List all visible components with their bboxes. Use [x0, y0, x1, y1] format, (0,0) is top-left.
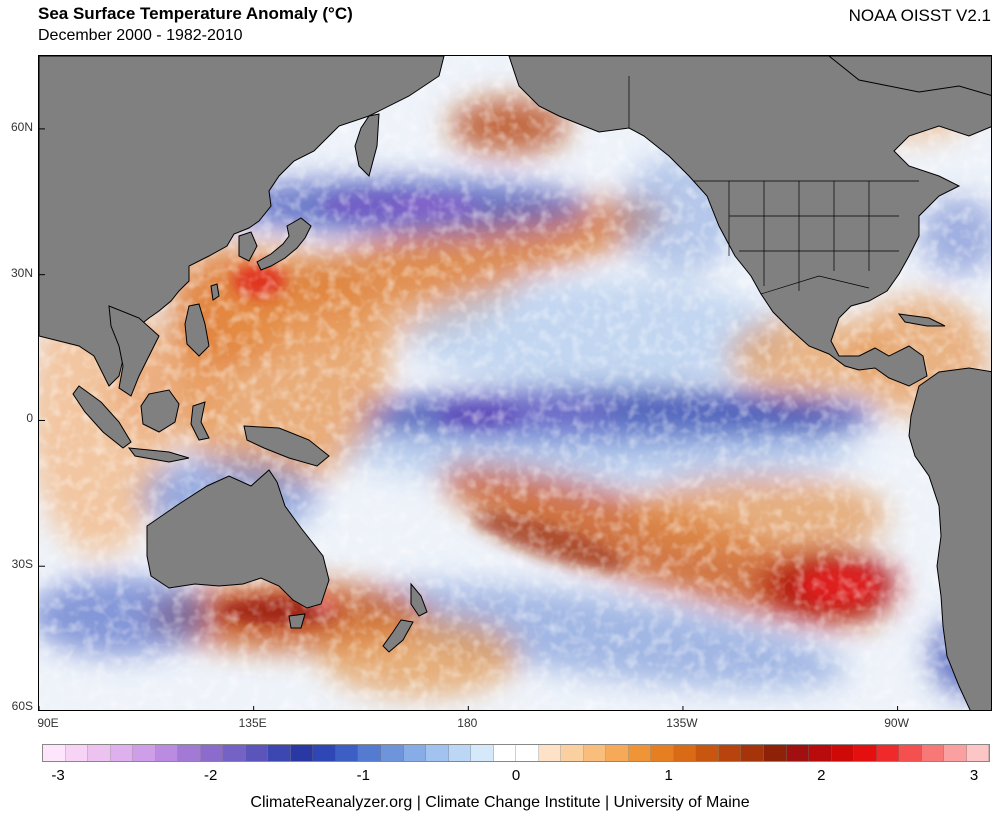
indochina-landmass — [108, 305, 160, 397]
colorbar-segment — [178, 745, 201, 761]
tasmania-landmass — [288, 613, 306, 629]
colorbar-segment — [133, 745, 156, 761]
colorbar-segment — [403, 745, 427, 761]
longitude-label-90e: 90E — [37, 716, 59, 730]
latitude-label-60s: 60S — [11, 699, 33, 713]
colorbar-segment — [223, 745, 246, 761]
colorbar-segment — [516, 745, 539, 761]
colorbar-segment — [155, 745, 179, 761]
colorbar-label: 0 — [511, 767, 521, 784]
colorbar-segment — [65, 745, 89, 761]
arctic-islands-landmass — [828, 56, 991, 96]
colorbar-segment — [88, 745, 111, 761]
japan-landmass — [256, 217, 312, 271]
colorbar-segment — [764, 745, 787, 761]
taiwan-landmass — [210, 283, 220, 301]
colorbar-segment — [448, 745, 472, 761]
colorbar-segment — [335, 745, 359, 761]
colorbar-segment — [899, 745, 922, 761]
map-subtitle: December 2000 - 1982-2010 — [38, 27, 243, 44]
colorbar-segment — [628, 745, 652, 761]
kamchatka-landmass — [354, 113, 380, 177]
colorbar-segment — [538, 745, 562, 761]
colorbar-segment — [944, 745, 967, 761]
korea-landmass — [238, 231, 258, 262]
colorbar-segment — [583, 745, 607, 761]
sulawesi-landmass — [190, 401, 210, 441]
colorbar-segment — [606, 745, 629, 761]
latitude-label-30s: 30S — [11, 557, 33, 572]
dataset-label: NOAA OISST V2.1 — [848, 6, 991, 25]
colorbar-segment — [921, 745, 945, 761]
colorbar-segment — [245, 745, 269, 761]
colorbar-segment — [673, 745, 697, 761]
sumatra-landmass — [72, 385, 132, 449]
colorbar-segment — [831, 745, 855, 761]
colorbar-segment — [268, 745, 291, 761]
colorbar-label: -1 — [356, 767, 370, 784]
australia-landmass — [146, 469, 330, 609]
latitude-label-0: 0 — [26, 411, 33, 426]
colorbar-label: -3 — [51, 767, 65, 784]
longitude-label-135w: 135W — [666, 716, 698, 730]
colorbar-segment — [493, 745, 517, 761]
new-zealand-landmass — [382, 582, 428, 653]
colorbar-segment — [313, 745, 336, 761]
colorbar-segment — [290, 745, 314, 761]
colorbar-segment — [110, 745, 134, 761]
colorbar-label: 2 — [817, 767, 826, 784]
colorbar-segment — [809, 745, 832, 761]
philippines-landmass — [184, 303, 210, 357]
longitude-label-180: 180 — [457, 716, 478, 730]
land-masses — [39, 56, 991, 710]
colorbar-segment — [741, 745, 764, 761]
asia-landmass — [39, 56, 445, 387]
latitude-label-30n: 30N — [10, 265, 33, 280]
credit-footer: ClimateReanalyzer.org | Climate Change I… — [250, 794, 750, 811]
colorbar-segment — [854, 745, 877, 761]
map-title: Sea Surface Temperature Anomaly (°C) — [38, 4, 353, 23]
new-guinea-landmass — [243, 425, 330, 467]
colorbar-segment — [200, 745, 224, 761]
political-borders — [628, 76, 919, 295]
cuba-landmass — [897, 313, 946, 327]
colorbar-segment — [876, 745, 900, 761]
colorbar-segment — [651, 745, 674, 761]
north-america-landmass — [508, 56, 991, 387]
colorbar-segment — [786, 745, 810, 761]
colorbar-segment — [426, 745, 449, 761]
latitude-label-60n: 60N — [10, 119, 33, 134]
colorbar-label: 3 — [969, 767, 979, 784]
colorbar-segment — [561, 745, 584, 761]
colorbar-segment — [966, 745, 990, 761]
colorbar-segment — [696, 745, 719, 761]
colorbar — [42, 744, 990, 762]
axis-ticks — [39, 128, 899, 710]
south-america-landmass — [908, 367, 991, 710]
colorbar-segment — [43, 745, 66, 761]
colorbar-label: 1 — [664, 767, 673, 784]
sst-map — [38, 55, 992, 711]
longitude-label-135e: 135E — [238, 716, 267, 730]
sst-map-canvas — [39, 56, 991, 710]
colorbar-segment — [380, 745, 404, 761]
colorbar-segment — [718, 745, 742, 761]
colorbar-label: -2 — [203, 767, 218, 784]
colorbar-segment — [358, 745, 381, 761]
java-landmass — [127, 447, 190, 463]
colorbar-segment — [471, 745, 494, 761]
borneo-landmass — [140, 389, 180, 433]
longitude-label-90w: 90W — [884, 716, 909, 730]
